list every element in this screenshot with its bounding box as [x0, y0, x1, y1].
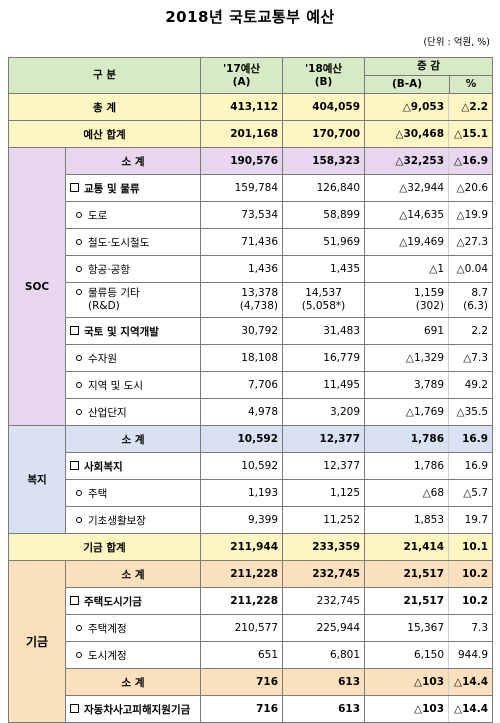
table-row-fund-subtotal-2: 소 계 716 613 △103 △14.4 [9, 668, 494, 696]
circle-bullet-icon [76, 408, 82, 415]
table-row-basic-living: 기초생활보장 9,399 11,252 1,853 19.7 [9, 506, 494, 534]
table-header-row: 구 분 '17예산 (A) '18예산 (B) 증 감 (B-A)% [7, 57, 494, 94]
circle-bullet-icon [76, 489, 82, 496]
table-row-industrial: 산업단지 4,978 3,209 △1,769 △35.5 [9, 398, 494, 426]
circle-bullet-icon [76, 624, 82, 631]
table-row-land: 국토 및 지역개발 30,792 31,483 691 2.2 [9, 317, 494, 345]
side-label-soc: SOC [8, 147, 66, 426]
square-bullet-icon [70, 595, 79, 605]
circle-bullet-icon [76, 651, 82, 658]
table-row-road: 도로 73,534 58,899 △14,635 △19.9 [9, 201, 494, 229]
table-row-soc-subtotal: SOC 소 계 190,576 158,323 △32,253 △16.9 [8, 147, 494, 426]
square-bullet-icon [70, 703, 79, 713]
table-row-housing-urban-fund: 주택도시기금 211,228 232,745 21,517 10.2 [9, 587, 494, 615]
table-row-fund-sum: 기금 합계 211,944 233,359 21,414 10.1 [7, 533, 494, 561]
table-row-budget-sum: 예산 합계 201,168 170,700 △30,468 △15.1 [7, 120, 494, 148]
table-row-water: 수자원 18,108 16,779 △1,329 △7.3 [9, 344, 494, 372]
circle-bullet-icon [76, 381, 82, 388]
side-label-welfare: 복지 [8, 425, 66, 534]
circle-bullet-icon [76, 516, 82, 523]
square-bullet-icon [70, 182, 79, 192]
header-category: 구 분 [7, 57, 202, 94]
table-row-regional: 지역 및 도시 7,706 11,495 3,789 49.2 [9, 371, 494, 399]
circle-bullet-icon [76, 289, 82, 295]
table-row-fund-subtotal-1: 기금 소 계 211,228 232,745 21,517 10.2 [8, 560, 494, 723]
header-2018: '18예산 (B) [282, 57, 366, 94]
table-row-total: 총 계 413,112 404,059 △9,053 △2.2 [7, 93, 494, 121]
circle-bullet-icon [76, 211, 82, 218]
circle-bullet-icon [76, 238, 82, 245]
unit-note: (단위 : 억원, %) [423, 37, 490, 48]
page-title: 2018년 국토교통부 예산 [165, 8, 335, 26]
header-2017: '17예산 (A) [200, 57, 284, 94]
table-row-logistics: 물류등 기타 (R&D) 13,378 (4,738) 14,537 (5,058*)… [9, 282, 494, 318]
circle-bullet-icon [76, 265, 82, 272]
table-row-aviation: 항공·공항 1,436 1,435 △1 △0.04 [9, 255, 494, 283]
table-row-transport: 교통 및 물류 159,784 126,840 △32,944 △20.6 [9, 174, 494, 202]
table-row-car-accident-fund: 자동차사고피해지원기금 716 613 △103 △14.4 [9, 695, 494, 723]
circle-bullet-icon [76, 354, 82, 361]
header-percent: % [449, 76, 492, 93]
table-row-housing: 주택 1,193 1,125 △68 △5.7 [9, 479, 494, 507]
table-row-urban-account: 도시계정 651 6,801 6,150 944.9 [9, 641, 494, 669]
table-row-welfare-subtotal: 복지 소 계 10,592 12,377 1,786 16.9 [8, 425, 494, 534]
table-row-rail: 철도·도시철도 71,436 51,969 △19,469 △27.3 [9, 228, 494, 256]
table-row-social-welfare: 사회복지 10,592 12,377 1,786 16.9 [9, 452, 494, 480]
header-increase: 증 감 (B-A)% [364, 57, 494, 94]
budget-table: 구 분 '17예산 (A) '18예산 (B) 증 감 (B-A)% 총 계 413… [7, 57, 494, 723]
square-bullet-icon [70, 460, 79, 470]
table-row-housing-account: 주택계정 210,577 225,944 15,367 7.3 [9, 614, 494, 642]
side-label-fund: 기금 [8, 560, 66, 723]
square-bullet-icon [70, 325, 79, 335]
